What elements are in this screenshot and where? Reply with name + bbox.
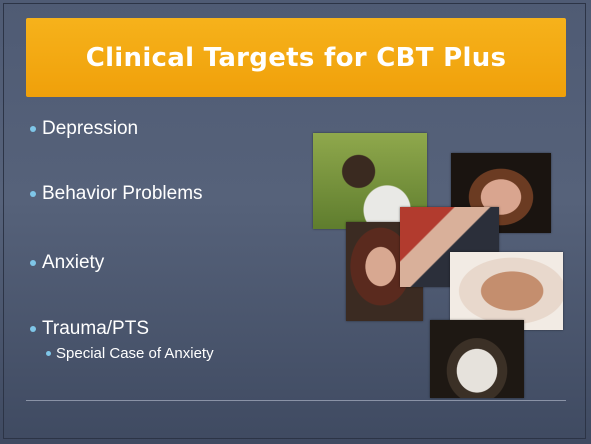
title-bar: Clinical Targets for CBT Plus	[26, 18, 566, 97]
photo	[430, 320, 524, 398]
slide-title: Clinical Targets for CBT Plus	[86, 43, 507, 73]
slide: Clinical Targets for CBT Plus Depression…	[0, 0, 591, 444]
bullet: Anxiety	[42, 252, 104, 274]
photo	[450, 252, 563, 330]
bullet: Depression	[42, 118, 138, 140]
footer-line	[26, 400, 566, 401]
sub-bullet: Special Case of Anxiety	[56, 345, 214, 362]
bullet: Trauma/PTS	[42, 318, 149, 340]
bullet: Behavior Problems	[42, 183, 203, 205]
